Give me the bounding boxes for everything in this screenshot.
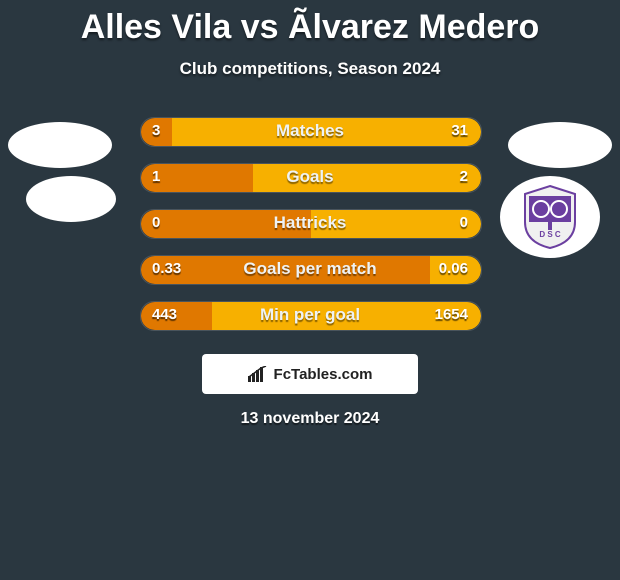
- brand-badge[interactable]: FcTables.com: [202, 354, 418, 394]
- page-title: Alles Vila vs Ãlvarez Medero: [0, 0, 620, 47]
- stat-label: Goals per match: [140, 255, 480, 283]
- stats-bar-chart: 331Matches12Goals00Hattricks0.330.06Goal…: [0, 109, 620, 339]
- stat-row: 0.330.06Goals per match: [0, 247, 620, 293]
- brand-text: FcTables.com: [274, 366, 373, 383]
- fctables-logo-icon: [248, 366, 268, 382]
- stat-row: 12Goals: [0, 155, 620, 201]
- stat-row: 331Matches: [0, 109, 620, 155]
- stat-row: 4431654Min per goal: [0, 293, 620, 339]
- date-text: 13 november 2024: [0, 410, 620, 428]
- comparison-card: Alles Vila vs Ãlvarez Medero Club compet…: [0, 0, 620, 580]
- subtitle: Club competitions, Season 2024: [0, 59, 620, 79]
- stat-label: Goals: [140, 163, 480, 191]
- stat-label: Min per goal: [140, 301, 480, 329]
- stat-row: 00Hattricks: [0, 201, 620, 247]
- stat-label: Hattricks: [140, 209, 480, 237]
- stat-label: Matches: [140, 117, 480, 145]
